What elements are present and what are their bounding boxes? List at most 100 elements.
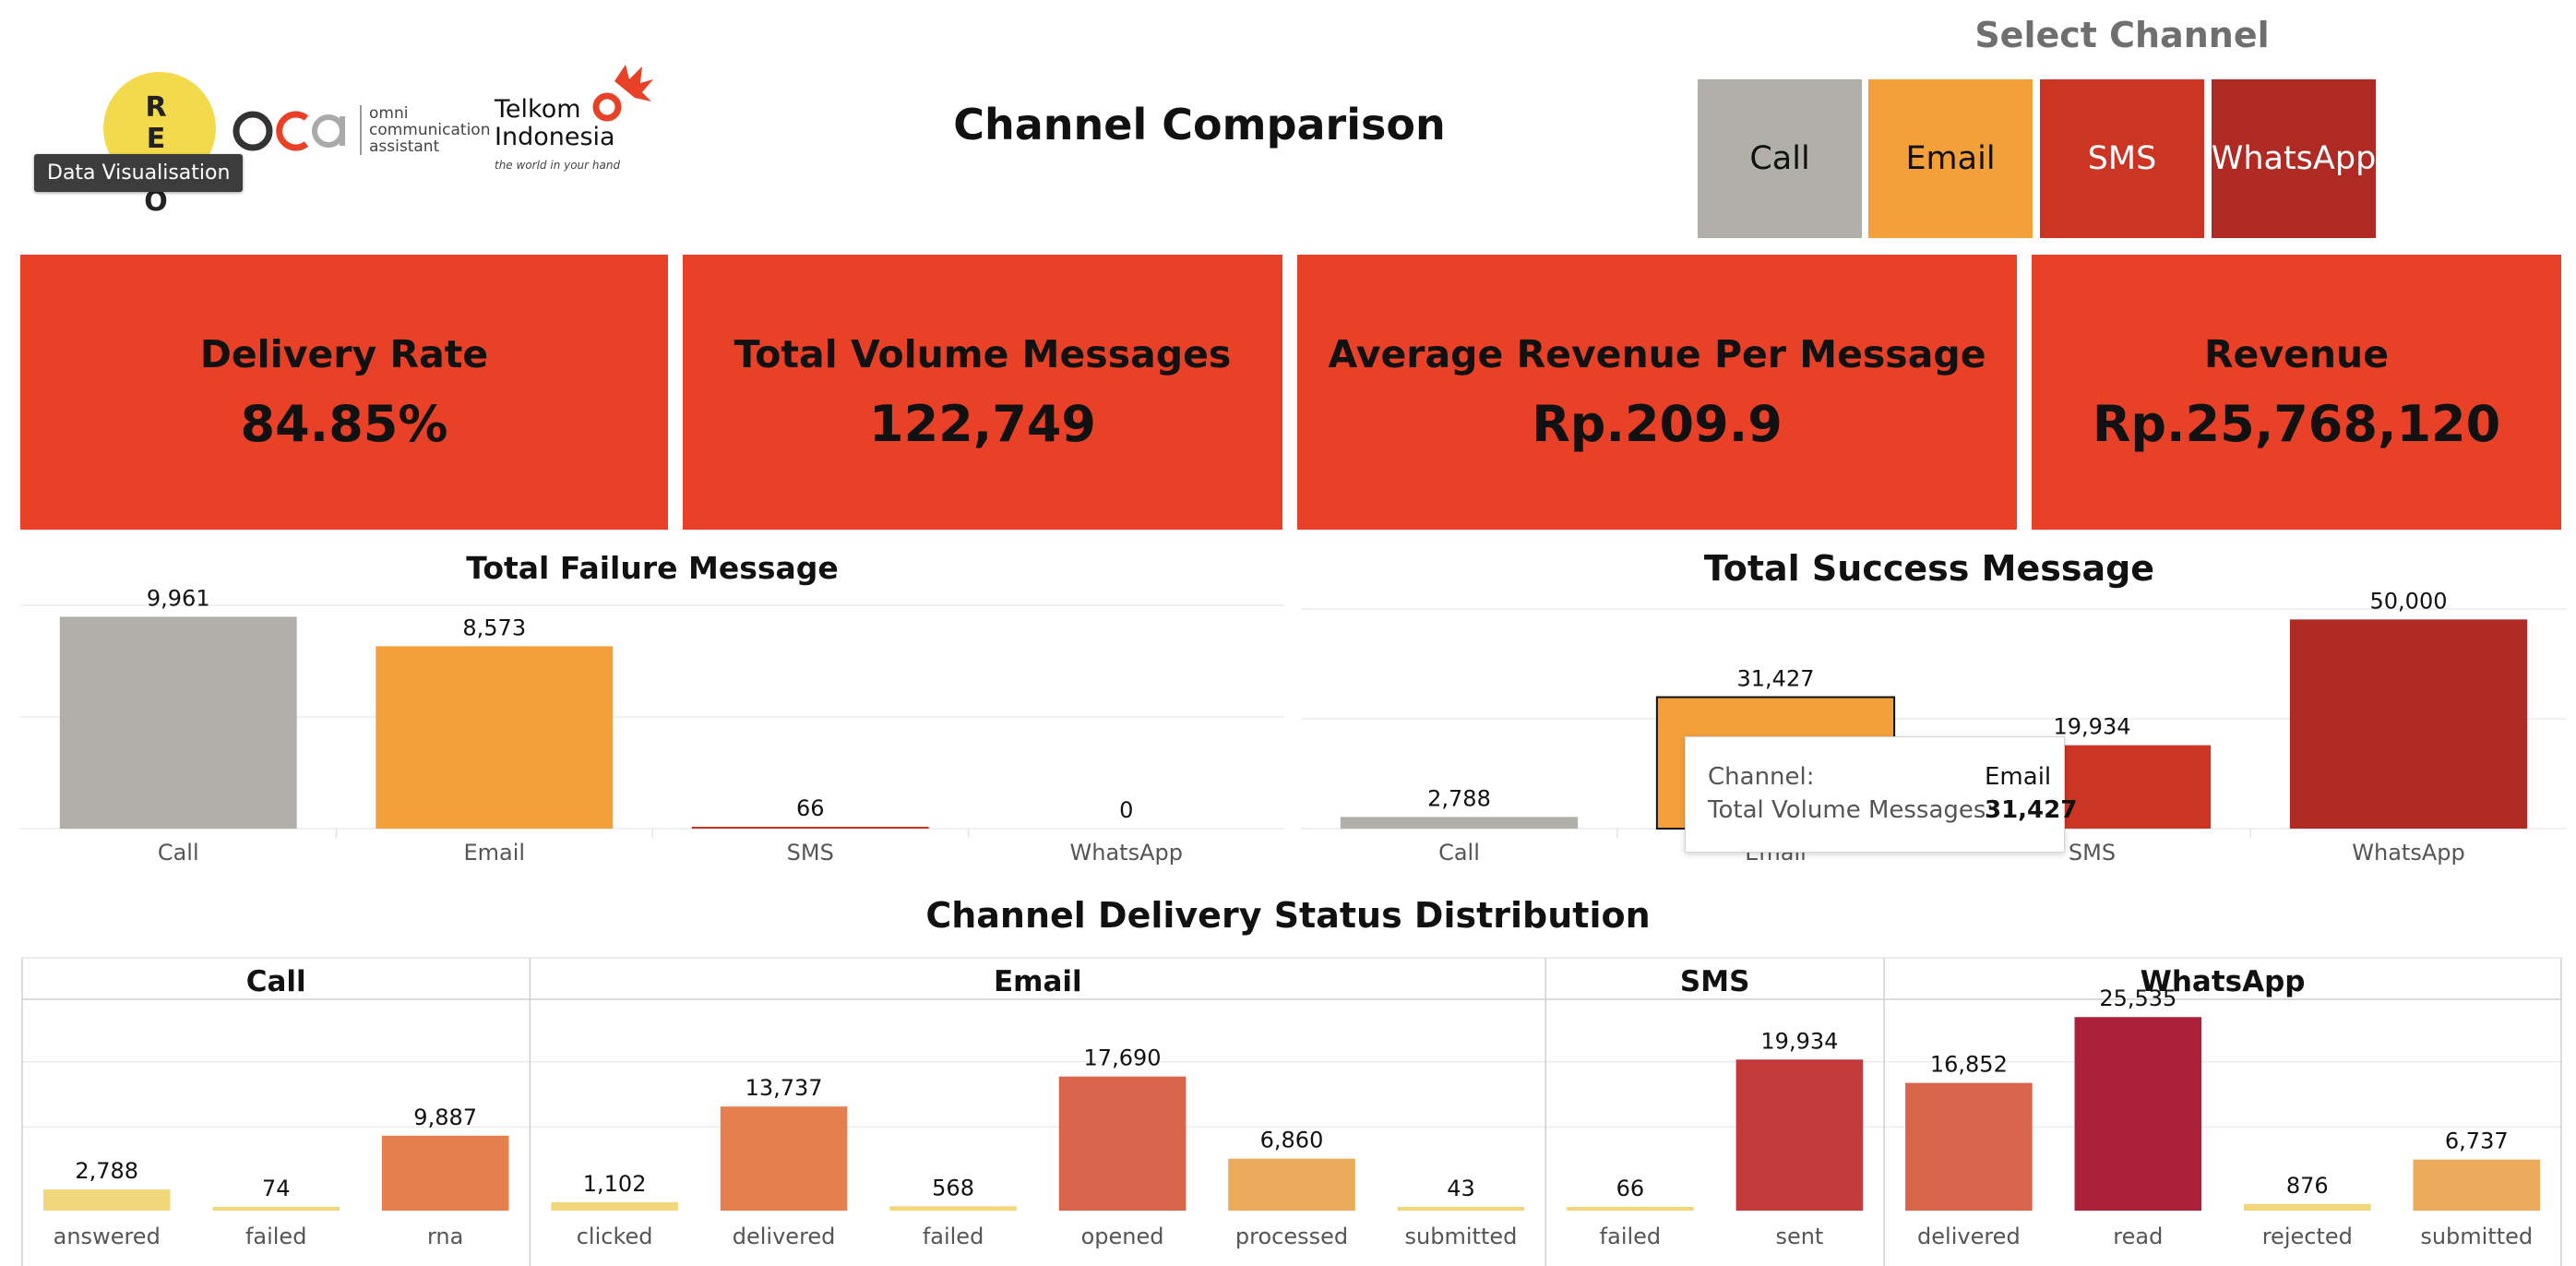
- bar-whatsapp: [2289, 619, 2528, 829]
- bar-value-label: 66: [796, 795, 825, 821]
- panel-title-email: Email: [994, 965, 1082, 998]
- panel-title-sms: SMS: [1680, 965, 1750, 998]
- bar-value-label: 43: [1447, 1176, 1475, 1201]
- kpi-value: Rp.209.9: [1532, 394, 1783, 453]
- bar-value-label: 0: [1119, 797, 1133, 823]
- bar-value-label: 2,788: [75, 1158, 138, 1184]
- success-chart-title: Total Success Message: [1703, 548, 2155, 589]
- bar-value-label: 568: [932, 1175, 974, 1200]
- bar-delivered: [1905, 1082, 2033, 1211]
- x-tick-label: failed: [245, 1224, 307, 1249]
- kpi-revenue: Revenue Rp.25,768,120: [2032, 255, 2561, 530]
- bar-value-label: 9,961: [147, 585, 210, 611]
- bar-sms: [691, 827, 929, 829]
- bar-value-label: 66: [1616, 1176, 1645, 1201]
- kpi-total-volume: Total Volume Messages 122,749: [683, 255, 1282, 530]
- x-tick-label: opened: [1081, 1224, 1164, 1249]
- tooltip-channel-value: Email: [1985, 763, 2052, 791]
- x-tick-label: rna: [427, 1224, 463, 1249]
- bar-submitted: [2413, 1159, 2541, 1211]
- x-tick-label: failed: [1600, 1224, 1662, 1249]
- kpi-delivery-rate: Delivery Rate 84.85%: [20, 255, 668, 530]
- x-tick-label: read: [2113, 1224, 2163, 1249]
- page-title: Channel Comparison: [953, 100, 1446, 149]
- logo-tooltip: Data Visualisation: [34, 154, 244, 192]
- tooltip-channel-label: Channel:: [1708, 763, 1815, 791]
- bar-failed: [1567, 1207, 1694, 1211]
- bar-delivered: [720, 1106, 848, 1211]
- x-tick-label: sent: [1775, 1224, 1823, 1249]
- bar-value-label: 25,535: [2099, 985, 2176, 1011]
- kpi-value: Rp.25,768,120: [2092, 394, 2501, 453]
- kpi-label: Revenue: [2203, 331, 2390, 376]
- bar-value-label: 1,102: [583, 1171, 647, 1197]
- bar-processed: [1228, 1158, 1355, 1211]
- failure-chart-title: Total Failure Message: [466, 550, 839, 586]
- bar-clicked: [551, 1201, 678, 1211]
- bar-failed: [212, 1207, 340, 1211]
- x-tick-label: processed: [1235, 1224, 1348, 1249]
- kpi-label: Delivery Rate: [199, 331, 489, 376]
- telkom-name-2: Indonesia: [495, 123, 615, 151]
- channel-filter-title: Select Channel: [1974, 15, 2270, 55]
- bar-value-label: 19,934: [2054, 714, 2131, 740]
- oca-tagline-1: omni: [369, 104, 409, 123]
- x-tick-label: Call: [1438, 840, 1480, 866]
- x-tick-label: Call: [158, 840, 199, 866]
- oca-tagline-2: communication: [369, 121, 491, 139]
- bar-read: [2074, 1017, 2202, 1211]
- telkom-logo: Telkom Indonesia the world in your hand: [495, 96, 620, 179]
- bar-value-label: 50,000: [2370, 588, 2448, 614]
- x-tick-label: delivered: [1917, 1224, 2021, 1249]
- telkom-tagline: the world in your hand: [495, 159, 621, 172]
- x-tick-label: delivered: [733, 1224, 836, 1249]
- kpi-value: 122,749: [869, 394, 1096, 453]
- x-tick-label: WhatsApp: [1070, 840, 1183, 866]
- kpi-label: Average Revenue Per Message: [1328, 331, 1986, 376]
- x-tick-label: failed: [923, 1224, 984, 1249]
- channel-button-whatsapp[interactable]: WhatsApp: [2212, 79, 2376, 238]
- bar-call: [59, 616, 297, 829]
- bar-failed: [889, 1206, 1017, 1211]
- oca-logo-icon: [233, 111, 345, 151]
- bar-rejected: [2244, 1203, 2371, 1211]
- panel-title-whatsapp: WhatsApp: [2141, 965, 2306, 998]
- channel-button-sms[interactable]: SMS: [2040, 79, 2204, 238]
- bar-value-label: 13,737: [745, 1075, 823, 1101]
- bar-sent: [1735, 1059, 1864, 1211]
- telkom-logo-icon: [592, 65, 653, 122]
- x-tick-label: submitted: [2420, 1224, 2533, 1249]
- bar-call: [1340, 817, 1579, 829]
- success-chart-tooltip: Channel: Email Total Volume Messages: 31…: [1685, 736, 2077, 853]
- bar-value-label: 19,934: [1760, 1028, 1838, 1054]
- distribution-chart-title: Channel Delivery Status Distribution: [925, 895, 1651, 936]
- panel-title-call: Call: [246, 965, 306, 998]
- telkom-name-1: Telkom: [495, 95, 581, 124]
- bar-answered: [42, 1189, 171, 1211]
- x-tick-label: SMS: [787, 840, 834, 866]
- x-tick-label: WhatsApp: [2352, 840, 2464, 866]
- bar-value-label: 9,887: [413, 1105, 477, 1130]
- kpi-label: Total Volume Messages: [733, 331, 1232, 376]
- channel-button-call[interactable]: Call: [1698, 79, 1862, 238]
- kpi-value: 84.85%: [240, 394, 448, 453]
- x-tick-label: Email: [463, 840, 525, 866]
- tooltip-volume-label: Total Volume Messages:: [1708, 796, 1995, 824]
- bar-value-label: 2,788: [1427, 785, 1491, 811]
- x-tick-label: rejected: [2262, 1224, 2353, 1249]
- kpi-avg-revenue: Average Revenue Per Message Rp.209.9: [1297, 255, 2017, 530]
- bar-opened: [1058, 1076, 1187, 1211]
- x-tick-label: submitted: [1405, 1224, 1518, 1249]
- bar-value-label: 6,860: [1260, 1128, 1324, 1153]
- bar-value-label: 17,690: [1084, 1045, 1162, 1071]
- channel-button-email[interactable]: Email: [1868, 79, 2033, 238]
- bar-rna: [381, 1135, 509, 1211]
- oca-tagline: omni communication assistant: [360, 105, 490, 155]
- bar-value-label: 16,852: [1930, 1052, 2008, 1078]
- bar-value-label: 876: [2286, 1173, 2329, 1199]
- tooltip-volume-value: 31,427: [1985, 796, 2078, 824]
- x-tick-label: clicked: [577, 1224, 653, 1249]
- x-tick-label: SMS: [2069, 840, 2116, 866]
- bar-value-label: 31,427: [1737, 666, 1815, 692]
